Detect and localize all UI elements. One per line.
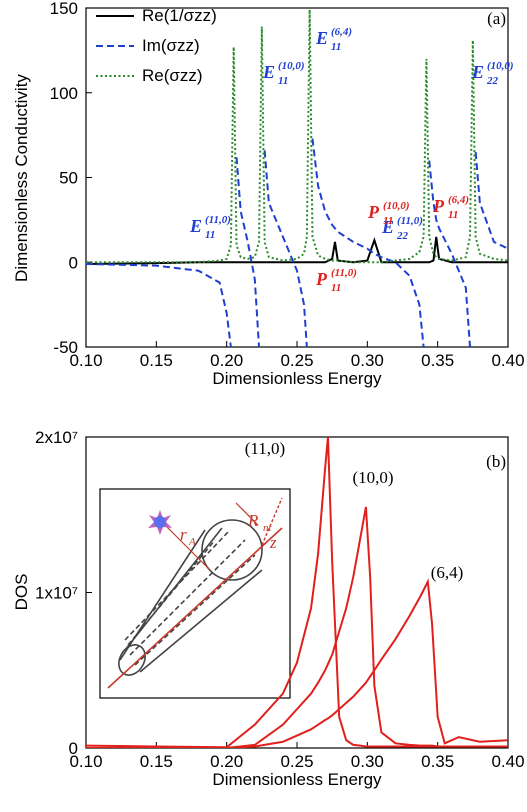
series-line [86,506,508,748]
x-tick-label: 0.25 [280,752,313,771]
annotation-sub: 11 [278,75,288,87]
x-tick-label: 0.15 [140,351,173,370]
annotation-main: E [471,62,484,82]
series-line [86,9,508,264]
x-tick-label: 0.30 [351,351,384,370]
annotation-sup: (6,4) [331,26,352,38]
annotation-sub: nt [263,522,273,534]
plot-area [86,9,508,347]
annotation: P (6,4) 11 [432,194,469,221]
inset: r A R ntz [99,488,291,699]
annotation-main: P [367,202,380,222]
x-axis-title: Dimensionless Energy [212,770,382,789]
x-tick-label: 0.10 [69,351,102,370]
annotation: E (10,0) 22 [471,60,514,87]
x-axis-title: Dimensionless Energy [212,369,382,388]
y-tick-label: 150 [50,0,78,18]
peak-label: (11,0) [245,439,285,458]
annotation-sub: 11 [331,282,341,294]
annotation-main: z [269,533,277,552]
y-tick-label: 100 [50,84,78,103]
annotation: E (11,0) 11 [189,214,231,241]
annotation-sup: (10,0) [487,60,514,72]
legend-label: Re(1/σzz) [142,6,217,25]
plot-area [86,437,508,748]
x-tick-label: 0.35 [421,752,454,771]
annotation-main: E [315,28,328,48]
annotation-sup: (11,0) [331,267,357,279]
y-tick-label: 1x10⁷ [35,584,78,603]
x-tick-label: 0.10 [69,752,102,771]
x-tick-label: 0.30 [351,752,384,771]
y-axis-title: Dimensionless Conductivity [12,74,31,282]
y-tick-label: 50 [59,169,78,188]
annotation-main: P [315,269,328,289]
annotation-main: R [247,511,259,530]
annotation-main: E [262,62,275,82]
legend-label: Re(σzz) [142,66,203,85]
y-tick-label: 0 [69,253,78,272]
x-tick-label: 0.15 [140,752,173,771]
peak-label: (6,4) [431,563,464,582]
panel-label: (b) [486,452,506,471]
annotation-main: r [180,525,187,544]
annotation-sub: 11 [205,229,215,241]
annotation-main: E [381,217,394,237]
annotation-sub: 11 [448,209,458,221]
annotation-main: E [189,216,202,236]
y-tick-label: 0 [69,739,78,758]
peak-label: (10,0) [352,468,393,487]
series-line [86,578,508,748]
series-line [86,138,508,347]
y-axis-title: DOS [12,574,31,611]
annotation-sup: (6,4) [448,194,469,206]
annotation-sub: A [188,536,196,548]
y-tick-label: 2x10⁷ [35,428,78,447]
x-tick-label: 0.20 [210,351,243,370]
annotation-sub: 22 [396,230,409,242]
annotation: P (10,0) 11 [367,200,410,227]
legend-label: Im(σzz) [142,36,200,55]
annotation-sup: (11,0) [205,214,231,226]
annotation: E (6,4) 11 [315,26,352,53]
y-tick-label: -50 [53,338,78,357]
annotation: E (11,0) 22 [381,215,423,242]
plot-frame [85,7,509,348]
annotation: z [269,533,277,552]
annotation-sub: 11 [331,41,341,53]
x-tick-label: 0.35 [421,351,454,370]
x-tick-label: 0.25 [280,351,313,370]
annotation-sub: 22 [486,75,499,87]
x-tick-label: 0.40 [491,752,524,771]
panel-label: (a) [487,9,506,28]
annotation-sup: (10,0) [278,60,305,72]
annotation-sub: 11 [383,215,393,227]
annotation: E (10,0) 11 [262,60,305,87]
annotation: P (11,0) 11 [315,267,357,294]
annotation-sup: (11,0) [397,215,423,227]
annotation-sup: (10,0) [383,200,410,212]
x-tick-label: 0.20 [210,752,243,771]
x-tick-label: 0.40 [491,351,524,370]
annotation-main: P [432,196,445,216]
